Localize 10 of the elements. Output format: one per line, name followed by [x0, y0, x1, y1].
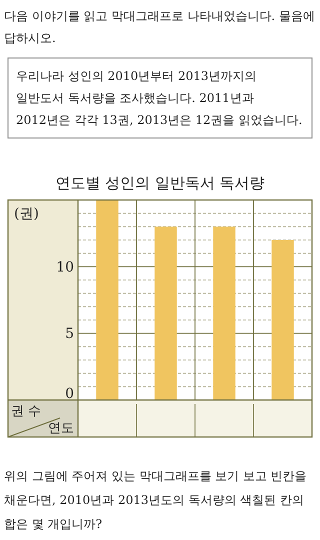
y-tick-label: 10: [56, 260, 74, 276]
y-axis-title: (권): [14, 206, 39, 222]
text: 연도: [48, 421, 74, 436]
text: 우리나라 성인의 2010년부터 2013년까지의 일반도서 독서량을 조사했습니다. 2011년과 2012년은 각각 13권, 2013년은 12권을 읽었습니다.: [16, 69, 302, 127]
chart-title: 연도별 성인의 일반독서 독서량: [55, 174, 265, 192]
text: 권 수: [11, 404, 42, 419]
y-tick-label: 0: [65, 386, 74, 402]
text: 다음 이야기를 읽고 막대그래프로 나타내었습니다. 물음에 답하시오.: [4, 9, 315, 45]
text: 위의 그림에 주어져 있는 막대그래프를 보기 보고 빈칸을 채운다면, 2010년과 2013년도의 독서량의 색칠된 칸의 합은 몇 개입니까?: [4, 469, 307, 531]
y-tick-label: 5: [65, 326, 74, 342]
